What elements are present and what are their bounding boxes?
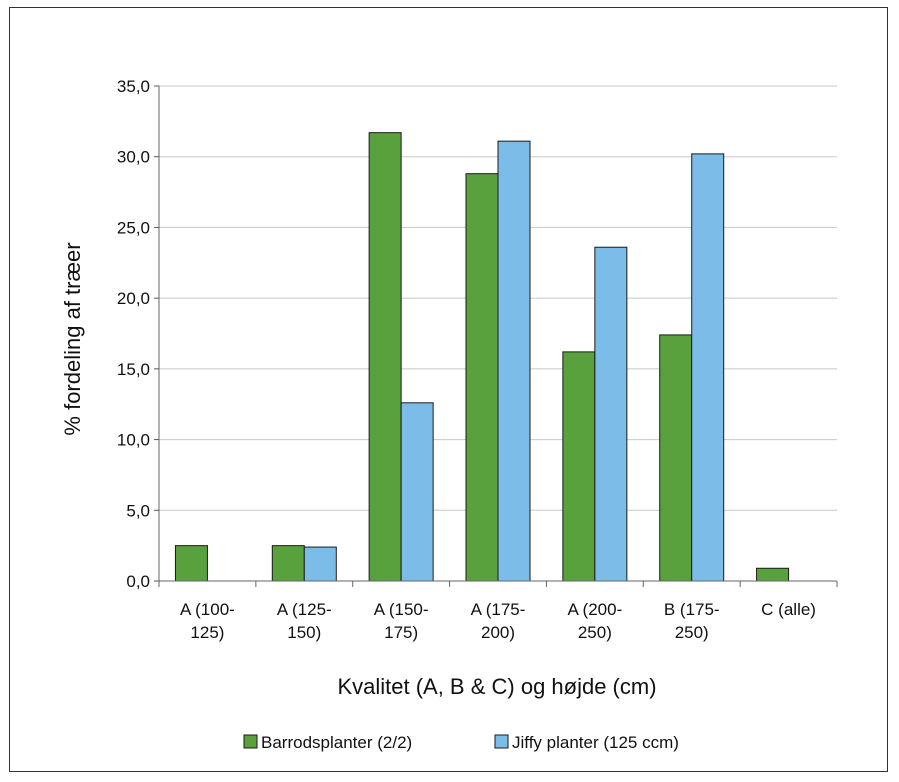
- bar-barrodsplanter: [368, 132, 402, 582]
- tick-labels: 0,0 5,0 10,0 15,0 20,0 25,0 30,0 35,0 A (100- 125…: [117, 77, 816, 642]
- y-axis-title: % fordeling af træer: [60, 242, 85, 435]
- bars: [174, 132, 790, 582]
- x-tick-label: A (150-: [374, 600, 429, 619]
- x-tick-label: 250): [675, 623, 709, 642]
- legend-swatch-jiffy-planter: [494, 734, 509, 749]
- x-tick-label: 200): [481, 623, 515, 642]
- x-tick-label: 250): [578, 623, 612, 642]
- x-tick-label: A (200-: [567, 600, 622, 619]
- x-tick-label: 175): [384, 623, 418, 642]
- x-tick-label: C (alle): [761, 600, 816, 619]
- x-tick-label: B (175-: [664, 600, 720, 619]
- bar-barrodsplanter: [562, 351, 596, 582]
- legend-swatch-barrodsplanter: [243, 734, 258, 749]
- x-tick-label: A (125-: [277, 600, 332, 619]
- x-axis-title: Kvalitet (A, B & C) og højde (cm): [337, 674, 656, 699]
- legend: Barrodsplanter (2/2) Jiffy planter (125 c…: [243, 733, 679, 752]
- y-tick-label: 15,0: [117, 360, 150, 379]
- x-tick-label: A (100-: [180, 600, 235, 619]
- y-tick-label: 0,0: [126, 572, 150, 591]
- bar-jiffy-planter: [497, 140, 531, 582]
- x-tick-label: A (175-: [471, 600, 526, 619]
- y-tick-label: 25,0: [117, 218, 150, 237]
- chart-frame: [9, 7, 888, 772]
- axes: [154, 85, 838, 587]
- legend-label-jiffy-planter: Jiffy planter (125 ccm): [512, 733, 679, 752]
- bar-barrodsplanter: [756, 567, 790, 582]
- x-tick-label: 150): [287, 623, 321, 642]
- bar-jiffy-planter: [691, 153, 725, 582]
- y-tick-label: 20,0: [117, 289, 150, 308]
- bar-jiffy-planter: [303, 546, 337, 582]
- bar-barrodsplanter: [271, 545, 305, 582]
- y-tick-label: 30,0: [117, 148, 150, 167]
- x-tick-label: 125): [190, 623, 224, 642]
- legend-label-barrodsplanter: Barrodsplanter (2/2): [261, 733, 412, 752]
- bar-jiffy-planter: [400, 402, 434, 582]
- bar-barrodsplanter: [659, 334, 693, 582]
- bar-jiffy-planter: [594, 246, 628, 582]
- y-tick-label: 5,0: [126, 501, 150, 520]
- bar-barrodsplanter: [174, 545, 208, 582]
- bar-barrodsplanter: [465, 173, 499, 582]
- y-tick-label: 35,0: [117, 77, 150, 96]
- y-tick-label: 10,0: [117, 431, 150, 450]
